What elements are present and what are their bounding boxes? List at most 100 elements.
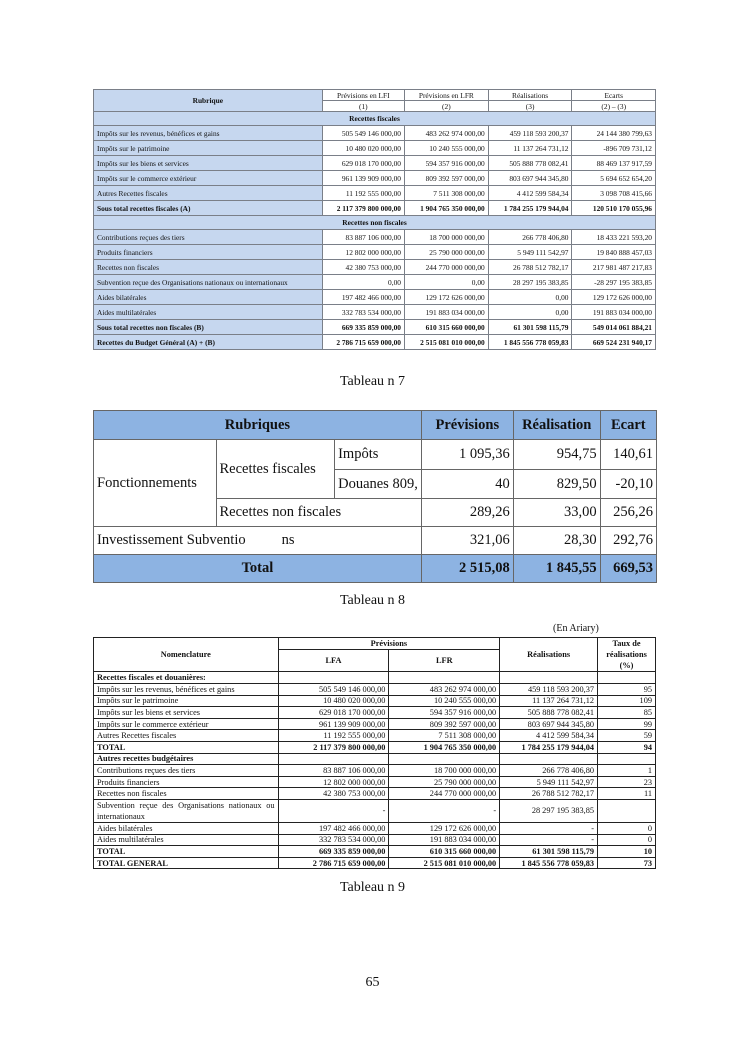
cell-value: - — [277, 798, 390, 823]
cell-value: 94 — [597, 740, 656, 754]
cell-value: 505 549 146 000,00 — [321, 125, 405, 141]
row-label: TOTAL — [93, 740, 279, 754]
subtotal-row: Sous total recettes fiscales (A) 2 117 37… — [93, 200, 656, 216]
cell-value: 332 783 534 000,00 — [277, 833, 390, 846]
cell-value: 11 137 264 731,12 — [499, 694, 599, 707]
row-label: Subvention reçue des Organisations natio… — [93, 798, 279, 823]
row-label: Aides bilatérales — [93, 821, 279, 835]
table-row: Impôts sur les biens et services 629 018 … — [93, 706, 656, 719]
cell-value: 1 904 765 350 000,00 — [388, 740, 501, 754]
table-row: Recettes non fiscales 289,26 33,00 256,2… — [94, 498, 658, 527]
header-lfr: LFR — [388, 648, 501, 673]
cell-value: 18 700 000 000,00 — [403, 229, 489, 245]
investissement-label: Investissement Subventio ns — [93, 526, 422, 555]
row-label: Impôts sur les revenus, bénéfices et gai… — [93, 682, 279, 696]
header-realisation: Réalisation — [512, 410, 601, 440]
cell-value: 10 — [597, 845, 656, 858]
cell-value: 2 786 715 659 000,00 — [277, 856, 390, 870]
cell-value: 12 802 000 000,00 — [277, 775, 390, 788]
cell-value: 73 — [597, 856, 656, 870]
cell-value: 332 783 534 000,00 — [321, 304, 405, 320]
header-col: Prévisions en LFI — [321, 89, 405, 101]
header-realisations: Réalisations — [499, 637, 599, 672]
cell-value: 1 845 556 778 059,83 — [487, 334, 573, 350]
section-title: Recettes fiscales — [93, 111, 656, 126]
cell-value: 217 981 487 217,83 — [571, 259, 656, 275]
cell-value — [499, 752, 599, 765]
cell-value — [499, 671, 599, 684]
cell-value: 4 412 599 584,34 — [487, 185, 573, 201]
header-col-number: (1) — [321, 100, 405, 112]
cell-value: 669 524 231 940,17 — [571, 334, 656, 350]
table-header-row: Rubrique Prévisions en LFI Prévisions en L… — [93, 89, 656, 112]
header-col: Prévisions en LFR — [403, 89, 489, 101]
cell-value: 88 469 137 917,59 — [571, 155, 656, 171]
table-row: Aides multilatérales 332 783 534 000,00 19… — [93, 833, 656, 846]
row-label: Autres Recettes fiscales — [93, 729, 279, 742]
cell-value: 191 883 034 000,00 — [403, 304, 489, 320]
row-label: Recettes non fiscales — [93, 259, 323, 275]
cell-value: 0,00 — [403, 274, 489, 290]
cell-value: 10 240 555 000,00 — [388, 694, 501, 707]
cell-value: 10 480 020 000,00 — [277, 694, 390, 707]
row-label: Impôts sur le patrimoine — [93, 140, 323, 156]
table-row: Aides bilatérales 197 482 466 000,00 129 1… — [93, 289, 656, 305]
cell-value: 197 482 466 000,00 — [277, 821, 390, 835]
cell-value: 28 297 195 383,85 — [487, 274, 573, 290]
cell-value: 7 511 308 000,00 — [388, 729, 501, 742]
cell-value: 803 697 944 345,80 — [499, 717, 599, 730]
cell-value: 18 700 000 000,00 — [388, 764, 501, 777]
cell-value: 95 — [597, 682, 656, 696]
cell-value: 5 694 652 654,20 — [571, 170, 656, 186]
cell-value: 85 — [597, 706, 656, 719]
header-col-number: (2) – (3) — [571, 100, 656, 112]
row-label: Sous total recettes fiscales (A) — [93, 200, 323, 216]
cell-value: 19 840 888 457,03 — [571, 244, 656, 260]
table-header-row-2: (1) (2) (3) (2) – (3) — [94, 100, 656, 112]
total-row: TOTAL 669 335 859 000,00 610 315 660 000,0… — [93, 845, 656, 858]
table-row: Investissement Subventio ns 321,06 28,30 … — [93, 526, 658, 555]
table-row: Contributions reçues des tiers 83 887 106… — [93, 229, 656, 245]
cell-value: 109 — [597, 694, 656, 707]
row-label: Impôts sur les biens et services — [93, 155, 323, 171]
table-row: Autres Recettes fiscales 11 192 555 000,0… — [93, 729, 656, 742]
total-row: TOTAL GENERAL 2 786 715 659 000,00 2 515 0… — [93, 856, 656, 870]
cell-value: 23 — [597, 775, 656, 788]
cell-value: 1 — [597, 764, 656, 777]
cell-value: 2 786 715 659 000,00 — [321, 334, 405, 350]
cell-value: 120 510 170 055,96 — [571, 200, 656, 216]
unit-label: (En Ariary) — [553, 623, 599, 634]
cell-value: - — [499, 833, 599, 846]
header-col: Réalisations — [487, 89, 573, 101]
header-lfa: LFA — [277, 648, 390, 673]
cell-value: 18 433 221 593,20 — [571, 229, 656, 245]
row-label: Impôts sur le commerce extérieur — [93, 717, 279, 730]
header-nomenclature: Nomenclature — [93, 637, 279, 672]
table-row: Produits financiers 12 802 000 000,00 25 7… — [93, 775, 656, 788]
cell-value: 83 887 106 000,00 — [277, 764, 390, 777]
cell-value: 25 790 000 000,00 — [388, 775, 501, 788]
table-row: Impôts sur les revenus, bénéfices et gai… — [93, 682, 656, 696]
table-row: Subvention reçue des Organisations natio… — [93, 798, 656, 823]
cell-value: 5 949 111 542,97 — [487, 244, 573, 260]
cell-value: - — [499, 821, 599, 835]
cell-value: 2 117 379 800 000,00 — [277, 740, 390, 754]
caption-table-8: Tableau n 8 — [339, 593, 406, 608]
cell-value: 0,00 — [487, 289, 573, 305]
row-label: Autres Recettes fiscales — [93, 185, 323, 201]
non-fiscales-prevision: 289,26 — [420, 498, 514, 527]
total-realisation: 1 845,55 — [512, 554, 601, 583]
cell-value: 28 297 195 383,85 — [499, 798, 599, 823]
cell-value: 4 412 599 584,34 — [499, 729, 599, 742]
cell-value: 0,00 — [321, 274, 405, 290]
impots-prevision: 1 095,36 — [420, 439, 514, 470]
cell-value: 961 139 909 000,00 — [321, 170, 405, 186]
table-9: Nomenclature Prévisions Réalisations Tau… — [93, 637, 656, 870]
cell-value: 629 018 170 000,00 — [277, 706, 390, 719]
cell-value — [597, 798, 656, 823]
douanes-realisation: 829,50 — [512, 469, 601, 499]
cell-value: 0 — [597, 833, 656, 846]
total-row: Recettes fiscales et douanières: — [93, 671, 656, 684]
cell-value: 459 118 593 200,37 — [487, 125, 573, 141]
total-row: Autres recettes budgétaires — [93, 752, 656, 765]
